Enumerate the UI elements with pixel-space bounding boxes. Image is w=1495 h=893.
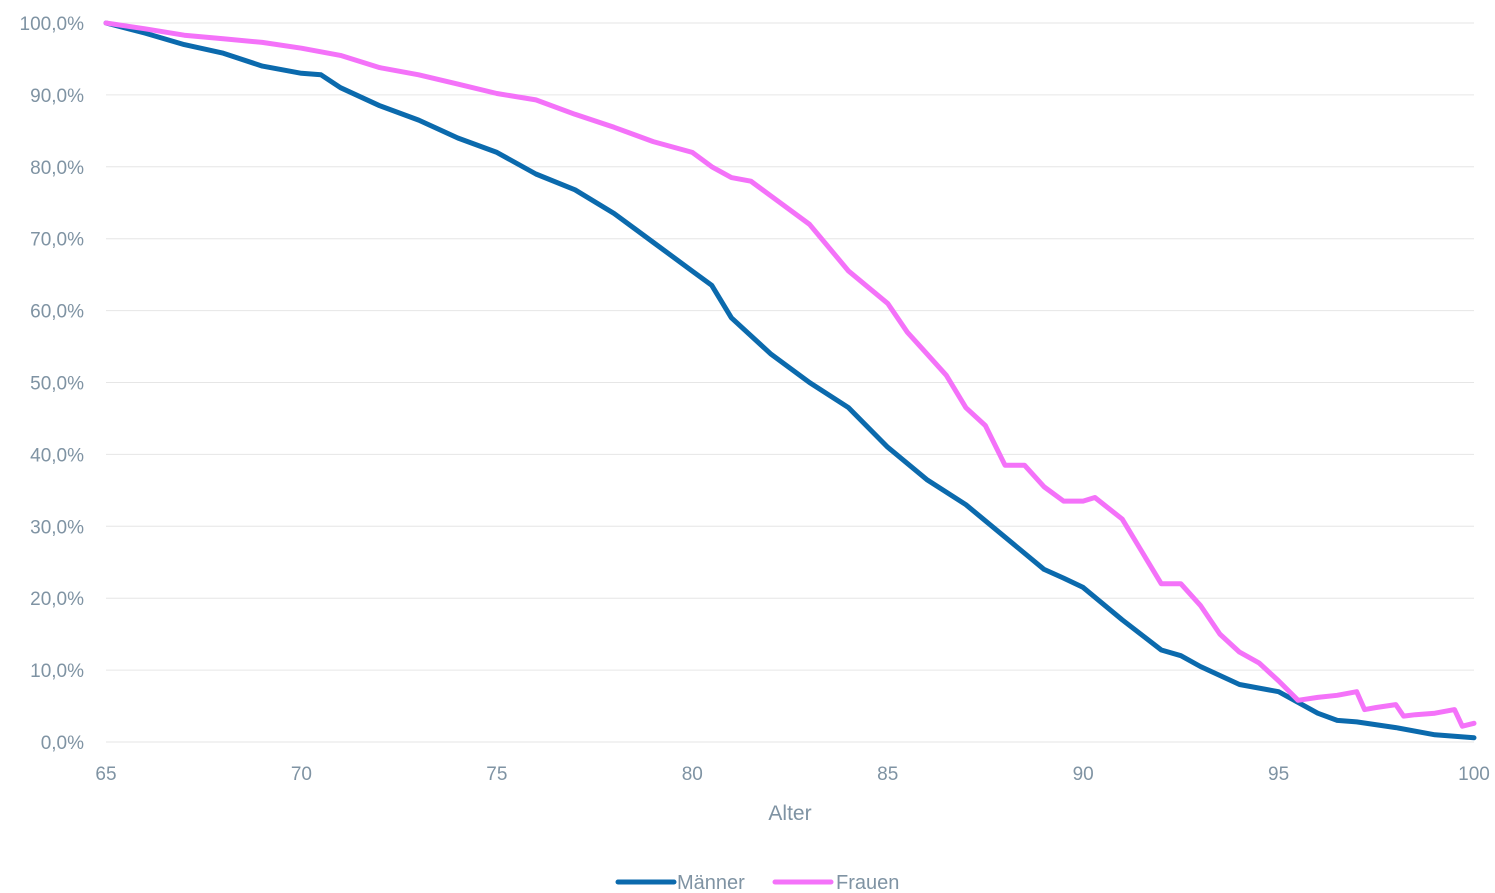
x-tick-label: 70 (291, 764, 312, 785)
legend: Männer Frauen (615, 872, 899, 893)
y-tick-label: 70,0% (30, 230, 84, 251)
series-line-frauen (103, 20, 1477, 729)
y-tick-label: 90,0% (30, 86, 84, 107)
y-axis-tick-labels: 0,0% 10,0% 20,0% 30,0% 40,0% 50,0% 60,0% 70,0% 8… (20, 14, 85, 754)
x-tick-label: 65 (95, 764, 116, 785)
y-tick-label: 40,0% (30, 445, 84, 466)
legend-label: Männer (677, 872, 745, 893)
x-tick-label: 95 (1268, 764, 1289, 785)
series-line-maenner (103, 20, 1477, 741)
x-tick-label: 85 (877, 764, 898, 785)
x-tick-label: 80 (682, 764, 703, 785)
y-tick-label: 100,0% (20, 14, 85, 35)
x-axis-tick-labels: 65 70 75 80 85 90 95 100 (95, 764, 1489, 785)
x-axis-title: Alter (768, 802, 811, 825)
y-tick-label: 80,0% (30, 158, 84, 179)
legend-label: Frauen (836, 872, 899, 893)
x-tick-label: 90 (1073, 764, 1094, 785)
series-lines (103, 20, 1477, 741)
y-tick-label: 10,0% (30, 661, 84, 682)
y-tick-label: 20,0% (30, 589, 84, 610)
x-tick-label: 100 (1458, 764, 1490, 785)
gridlines (106, 22, 1474, 743)
y-tick-label: 30,0% (30, 517, 84, 538)
y-tick-label: 0,0% (41, 733, 84, 754)
y-tick-label: 60,0% (30, 302, 84, 323)
y-tick-label: 50,0% (30, 374, 84, 395)
x-tick-label: 75 (486, 764, 507, 785)
